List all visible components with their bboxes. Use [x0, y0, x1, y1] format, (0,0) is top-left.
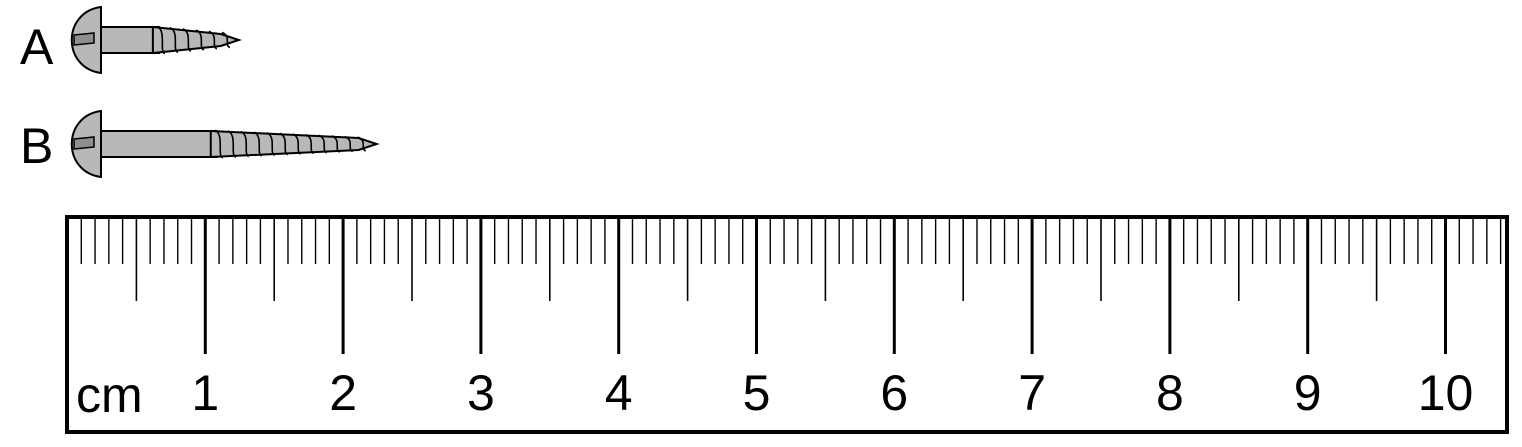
screw-thread-line: [169, 26, 179, 54]
screw-thread-line: [331, 135, 341, 153]
screw-thread-line: [240, 130, 250, 158]
screw-thread-line: [253, 131, 263, 157]
ruler-numbers: 1 2 3 4 5 6 7 8 9 10: [191, 365, 1473, 421]
ruler-number: 2: [329, 365, 357, 421]
screw-thread-line: [227, 130, 237, 158]
ruler-number: 3: [467, 365, 495, 421]
ruler-number: 6: [880, 365, 908, 421]
screw-thread-line: [195, 29, 205, 51]
ruler-ticks: [80, 219, 1502, 354]
screw-b-icon: [70, 109, 380, 179]
screw-thread-line: [182, 28, 192, 52]
screw-b-label: B: [20, 118, 53, 174]
screw-thread-line: [156, 25, 166, 55]
ruler-number: 5: [743, 365, 771, 421]
ruler-unit-label: cm: [76, 367, 143, 423]
screw-thread-line: [214, 129, 224, 159]
ruler-number: 7: [1018, 365, 1046, 421]
screw-a-label: A: [20, 19, 54, 75]
screw-slot: [73, 32, 95, 46]
ruler-number: 8: [1156, 365, 1184, 421]
ruler-number: 9: [1294, 365, 1322, 421]
ruler-frame: [65, 215, 1509, 434]
ruler-number: 1: [191, 365, 219, 421]
ruler: cm 1 2 3 4 5 6 7 8 9 10: [65, 215, 1509, 434]
screw-thread-line: [357, 136, 367, 152]
screw-shank: [100, 130, 218, 158]
ruler-number: 4: [605, 365, 633, 421]
screw-thread-line: [266, 131, 276, 157]
screw-thread-line: [208, 30, 218, 50]
screw-threads: [151, 25, 242, 55]
screw-slot: [73, 136, 95, 150]
screw-thread-line: [279, 132, 289, 156]
screw-thread-line: [221, 31, 231, 49]
ruler-number: 10: [1418, 365, 1474, 421]
screw-thread-line: [292, 133, 302, 155]
screw-thread-line: [305, 133, 315, 155]
screw-thread-line: [344, 135, 354, 153]
screw-shank: [100, 26, 160, 54]
screw-a-icon: [70, 5, 242, 75]
screw-thread-line: [318, 134, 328, 154]
